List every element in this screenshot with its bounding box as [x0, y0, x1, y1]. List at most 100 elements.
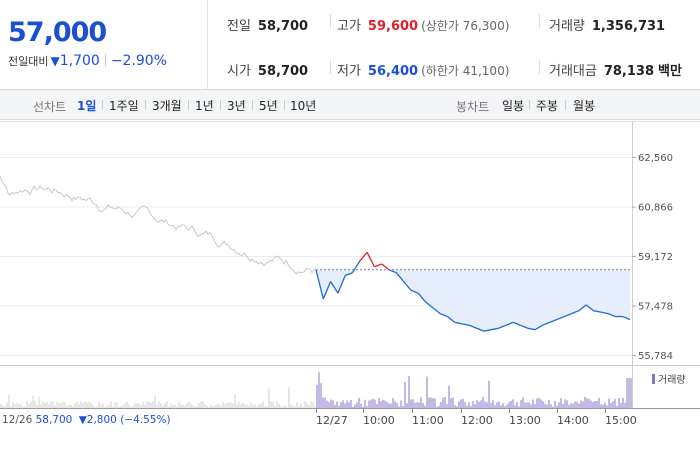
price-line-segment [374, 263, 382, 268]
change-row: 전일대비 ▼1,700 −2.90% [8, 53, 167, 69]
price-line-segment [344, 272, 353, 277]
price-line-segment [403, 281, 412, 291]
prev-day-arrow-icon: ▼ [78, 414, 87, 426]
stat-label: 저가 [337, 64, 361, 79]
stat-label: 시가 [227, 64, 251, 79]
divider [539, 14, 540, 28]
price-line-segment [520, 324, 529, 329]
stat-volume: 거래량 1,356,731 [549, 15, 665, 34]
price-line-segment [491, 327, 499, 331]
price-line-segment [359, 251, 368, 262]
lower-limit: (하한가 41,100) [421, 64, 510, 78]
stat-label: 거래량 [549, 19, 585, 34]
divider [252, 100, 253, 110]
price-line-segment [337, 275, 346, 294]
price-line-segment [388, 269, 397, 274]
price-line-segment [593, 310, 601, 313]
quote-header: 57,000 전일대비 ▼1,700 −2.90% 전일 58,700 고가 59,60… [0, 0, 700, 90]
price-line-segment [454, 321, 463, 325]
stat-prev-close: 전일 58,700 [227, 15, 308, 34]
change-rate: −2.90% [110, 53, 168, 69]
period-1y-button[interactable]: 1년 [195, 99, 214, 113]
stat-value: 58,700 [257, 64, 309, 79]
x-axis-label: 15:00 [605, 414, 637, 427]
price-line-segment [622, 315, 631, 321]
price-line-segment [527, 327, 536, 331]
price-line-segment [483, 329, 492, 332]
x-axis-label: 13:00 [509, 414, 541, 427]
stat-high: 고가 59,600 (상한가 76,300) [337, 15, 509, 34]
divider [188, 100, 189, 110]
stat-value: 58,700 [257, 19, 309, 34]
price-line-segment [607, 313, 616, 318]
price-box: 57,000 전일대비 ▼1,700 −2.90% [0, 0, 208, 90]
y-tick-label: 55,784 [638, 351, 673, 362]
stat-label: 고가 [337, 19, 361, 34]
divider [565, 100, 566, 110]
y-tick-label: 59,172 [638, 252, 673, 263]
divider [284, 100, 285, 110]
stat-open: 시가 58,700 [227, 60, 308, 79]
stat-label: 전일 [227, 19, 251, 34]
stat-label: 거래대금 [549, 64, 597, 79]
volume-legend-label: 거래량 [658, 375, 686, 386]
period-1w-button[interactable]: 1주일 [109, 99, 139, 113]
divider [330, 60, 331, 74]
y-tick-label: 62,560 [638, 153, 673, 164]
below-reference-fill [316, 269, 630, 332]
divider [529, 100, 530, 110]
period-3y-button[interactable]: 3년 [227, 99, 246, 113]
price-line-segment [315, 269, 324, 300]
price-line-segment [461, 323, 470, 326]
price-line-segment [585, 304, 594, 312]
upper-limit: (상한가 76,300) [421, 19, 510, 33]
prev-day-line [0, 175, 317, 275]
prev-day-change: 2,800 [86, 414, 117, 426]
period-3m-button[interactable]: 3개월 [152, 99, 182, 113]
prev-day-info: 12/26 58,700 ▼2,800 (−4.55%) [2, 414, 171, 426]
price-line-segment [571, 310, 580, 315]
price-line-segment [432, 307, 441, 315]
stat-low: 저가 56,400 (하한가 41,100) [337, 60, 509, 79]
prev-day-price: 58,700 [35, 414, 73, 426]
price-line-segment [425, 301, 434, 309]
prev-day-rate: (−4.55%) [120, 414, 171, 426]
period-10y-button[interactable]: 10년 [290, 99, 317, 113]
price-line-segment [542, 321, 550, 326]
period-5y-button[interactable]: 5년 [259, 99, 278, 113]
price-line-segment [476, 327, 485, 332]
divider [102, 100, 103, 110]
down-arrow-icon: ▼ [50, 54, 60, 68]
divider [104, 54, 106, 66]
price-line-segment [498, 324, 507, 329]
chart-toolbar: 선차트 1일 1주일 3개월 1년 3년 5년 10년 봉차트 일봉 주봉 월봉 [0, 90, 700, 120]
price-line-segment [439, 313, 448, 318]
x-axis-label: 14:00 [557, 414, 589, 427]
x-axis-label: 10:00 [363, 414, 395, 427]
volume-legend-swatch [652, 374, 655, 384]
price-line-segment [578, 304, 587, 312]
change-value: 1,700 [59, 53, 100, 69]
price-line-segment [417, 292, 427, 303]
price-line-segment [556, 315, 565, 321]
stats-panel: 전일 58,700 고가 59,600 (상한가 76,300) 거래량 1,356,7… [209, 0, 700, 90]
candle-daily-button[interactable]: 일봉 [502, 99, 525, 113]
candle-monthly-button[interactable]: 월봉 [573, 99, 596, 113]
stat-unit: 백만 [658, 64, 682, 79]
divider [330, 14, 331, 28]
stat-value: 1,356,731 [591, 19, 666, 34]
price-line-segment [322, 281, 332, 300]
price-line-segment [381, 263, 390, 271]
prev-day-date: 12/26 [2, 414, 33, 426]
price-line-segment [564, 313, 572, 318]
candle-weekly-button[interactable]: 주봉 [536, 99, 559, 113]
candle-chart-label: 봉차트 [456, 100, 490, 114]
line-chart-label: 선차트 [33, 100, 67, 114]
divider [539, 60, 540, 74]
period-1d-button[interactable]: 1일 [77, 99, 97, 113]
price-line-segment [600, 311, 609, 315]
price-line-segment [505, 321, 514, 326]
y-tick-label: 57,478 [638, 302, 673, 313]
price-chart-canvas: 62,560 60,866 59,172 57,478 55,784 [0, 121, 700, 413]
price-line-segment [534, 324, 543, 331]
